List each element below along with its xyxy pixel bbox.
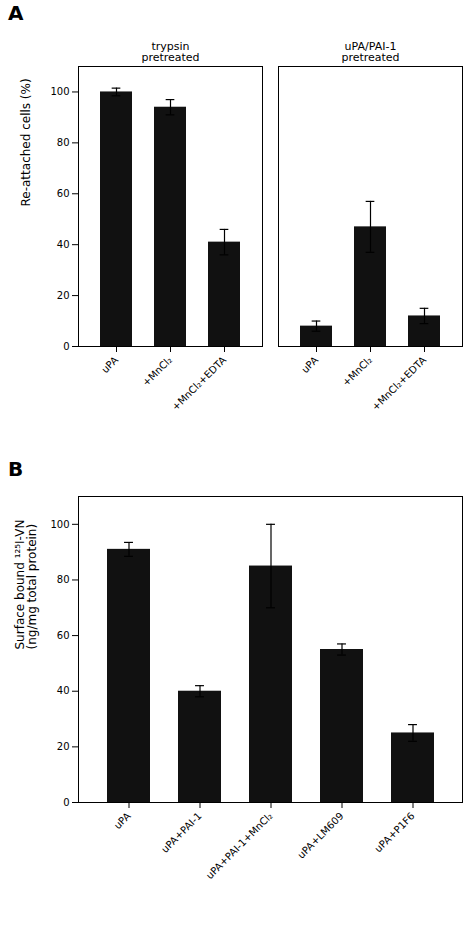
svg-text:80: 80 — [57, 574, 70, 585]
html-text:B: B — [8, 457, 24, 481]
svg-text:60: 60 — [57, 630, 70, 641]
svg-text:+MnCl₂: +MnCl₂ — [340, 354, 374, 388]
svg-text:uPA: uPA — [99, 354, 120, 375]
svg-text:trypsinpretreated: trypsinpretreated — [141, 40, 199, 64]
svg-text:uPA+P1F6: uPA+P1F6 — [373, 810, 417, 854]
svg-text:uPA+PAI-1: uPA+PAI-1 — [159, 810, 204, 855]
svg-text:uPA/PAI-1pretreated: uPA/PAI-1pretreated — [341, 40, 399, 64]
svg-text:+MnCl₂: +MnCl₂ — [140, 354, 174, 388]
svg-text:100: 100 — [50, 519, 69, 530]
svg-text:20: 20 — [57, 741, 70, 752]
svg-text:uPA+PAI-1+MnCl₂: uPA+PAI-1+MnCl₂ — [204, 810, 275, 881]
svg-text:Re-attached cells (%): Re-attached cells (%) — [19, 78, 33, 206]
svg-text:20: 20 — [57, 290, 70, 301]
svg-text:40: 40 — [57, 239, 70, 250]
svg-text:0: 0 — [63, 341, 69, 352]
svg-text:+MnCl₂+EDTA: +MnCl₂+EDTA — [370, 354, 429, 413]
svg-text:uPA+LM609: uPA+LM609 — [295, 810, 345, 860]
svg-text:40: 40 — [57, 685, 70, 696]
svg-text:100: 100 — [50, 86, 69, 97]
svg-text:+MnCl₂+EDTA: +MnCl₂+EDTA — [170, 354, 229, 413]
svg-text:uPA: uPA — [299, 354, 320, 375]
svg-text:Surface bound ¹²⁵I-VN(ng/mg to: Surface bound ¹²⁵I-VN(ng/mg total protei… — [13, 520, 39, 650]
svg-text:0: 0 — [63, 797, 69, 808]
html-text:A: A — [8, 1, 24, 25]
svg-text:80: 80 — [57, 137, 70, 148]
svg-text:uPA: uPA — [112, 810, 133, 831]
svg-text:60: 60 — [57, 188, 70, 199]
